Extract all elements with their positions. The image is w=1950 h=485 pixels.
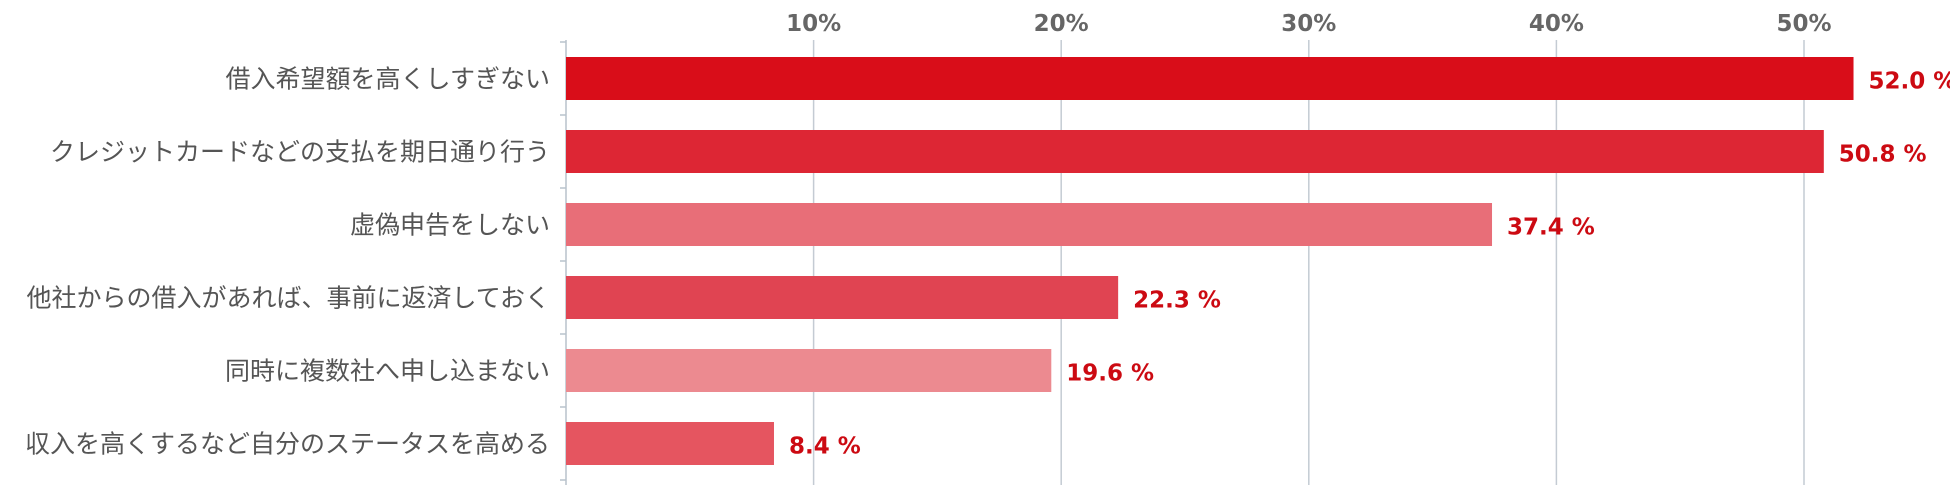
bar	[566, 57, 1854, 100]
category-label: 同時に複数社へ申し込まない	[225, 357, 550, 386]
data-label: 52.0 %	[1869, 69, 1950, 95]
bar	[566, 130, 1824, 173]
data-label: 8.4 %	[789, 434, 861, 460]
data-label: 37.4 %	[1507, 215, 1595, 241]
data-label: 19.6 %	[1066, 361, 1154, 387]
bar	[566, 422, 774, 465]
category-label: クレジットカードなどの支払を期日通り行う	[50, 138, 550, 167]
category-label: 借入希望額を高くしすぎない	[225, 65, 550, 94]
category-label: 他社からの借入があれば、事前に返済しておく	[26, 284, 550, 313]
bar	[566, 203, 1493, 246]
bar	[566, 276, 1119, 319]
category-label: 収入を高くするなど自分のステータスを高める	[25, 430, 550, 459]
x-tick-label: 20%	[1034, 11, 1089, 37]
bar	[566, 349, 1052, 392]
x-tick-label: 50%	[1776, 11, 1831, 37]
data-label: 50.8 %	[1839, 142, 1927, 168]
category-label: 虚偽申告をしない	[350, 211, 550, 240]
x-tick-label: 10%	[786, 11, 841, 37]
x-tick-label: 40%	[1529, 11, 1584, 37]
data-label: 22.3 %	[1133, 288, 1221, 314]
x-tick-label: 30%	[1281, 11, 1336, 37]
